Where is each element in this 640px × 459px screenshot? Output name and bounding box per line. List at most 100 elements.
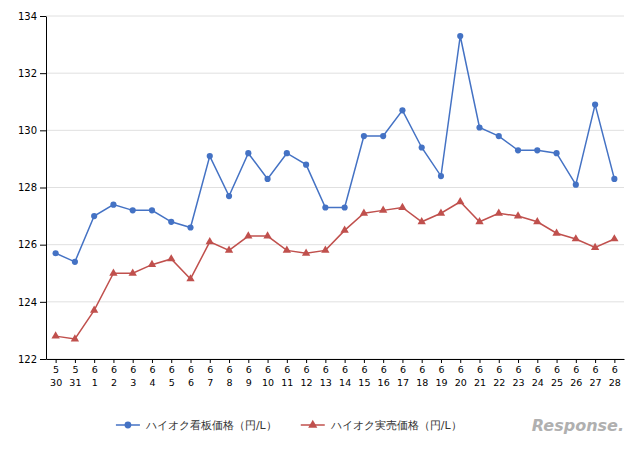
series-marker <box>437 208 445 215</box>
series-marker <box>552 228 560 235</box>
x-tick-mark <box>614 359 615 363</box>
series-marker <box>244 231 252 238</box>
x-tick-mark <box>537 359 538 363</box>
x-tick-label: 6 <box>361 364 367 375</box>
series-marker <box>109 268 117 275</box>
x-tick: 68 <box>227 359 233 388</box>
x-tick-label: 6 <box>130 364 136 375</box>
legend-swatch-marker <box>308 420 317 428</box>
y-tick-label: 124 <box>18 297 37 308</box>
series-marker <box>264 176 270 182</box>
x-tick-mark <box>325 359 326 363</box>
x-tick-label: 12 <box>301 377 313 388</box>
series-marker <box>226 193 232 199</box>
x-tick-mark <box>402 359 403 363</box>
x-tick-label: 6 <box>612 364 618 375</box>
legend-item: ハイオク実売価格（円/L） <box>301 419 462 432</box>
x-tick-label: 17 <box>397 377 409 388</box>
x-tick: 64 <box>149 359 155 388</box>
x-tick: 66 <box>188 359 194 388</box>
y-tick-mark <box>40 245 46 246</box>
series-marker <box>186 274 194 281</box>
x-tick-mark <box>499 359 500 363</box>
series-marker <box>380 133 386 139</box>
x-tick-label: 6 <box>188 377 194 388</box>
series-marker <box>91 213 97 219</box>
x-tick: 61 <box>92 359 98 388</box>
x-tick-mark <box>75 359 76 363</box>
x-tick: 610 <box>262 359 274 388</box>
plot-area: 1221241261281301321345305316162636465666… <box>18 11 625 435</box>
x-tick-label: 6 <box>342 364 348 375</box>
series-marker <box>168 219 174 225</box>
series-marker <box>322 204 328 210</box>
x-tick-label: 5 <box>53 364 59 375</box>
series-marker <box>515 147 521 153</box>
x-tick-mark <box>383 359 384 363</box>
grid-line <box>46 187 624 188</box>
x-tick: 625 <box>551 359 563 388</box>
x-tick-label: 6 <box>458 364 464 375</box>
x-tick: 63 <box>130 359 136 388</box>
x-tick: 67 <box>207 359 213 388</box>
x-tick-label: 6 <box>227 364 233 375</box>
x-tick-mark <box>518 359 519 363</box>
y-tick-label: 122 <box>18 354 37 365</box>
legend-item: ハイオク看板価格（円/L） <box>116 419 277 432</box>
series-marker <box>167 254 175 261</box>
series-marker <box>90 306 98 313</box>
x-tick-mark <box>441 359 442 363</box>
x-tick: 626 <box>570 359 582 388</box>
y-tick-label: 130 <box>18 125 37 136</box>
series-marker <box>457 33 463 39</box>
x-tick-label: 6 <box>246 364 252 375</box>
grid <box>46 16 624 359</box>
x-tick-label: 3 <box>130 377 136 388</box>
series-line <box>56 36 615 262</box>
series-marker <box>495 208 503 215</box>
x-tick-label: 30 <box>50 377 62 388</box>
x-tick: 624 <box>532 359 544 388</box>
series-marker <box>149 207 155 213</box>
series-marker <box>572 234 580 241</box>
x-tick-mark <box>287 359 288 363</box>
series-marker <box>475 217 483 224</box>
x-tick: 620 <box>455 359 467 388</box>
y-tick-label: 134 <box>18 11 37 22</box>
x-tick-label: 19 <box>435 377 447 388</box>
x-tick-label: 6 <box>265 364 271 375</box>
x-tick-label: 2 <box>111 377 117 388</box>
grid-line <box>46 73 624 74</box>
series-line <box>56 202 615 339</box>
x-tick-mark <box>345 359 346 363</box>
series-marker <box>206 237 214 244</box>
x-axis: 5305316162636465666768696106116126136146… <box>47 359 625 388</box>
x-tick-mark <box>364 359 365 363</box>
series-marker <box>476 124 482 130</box>
x-tick-mark <box>460 359 461 363</box>
x-tick-label: 6 <box>496 364 502 375</box>
x-tick-label: 18 <box>416 377 428 388</box>
series-marker <box>553 150 559 156</box>
legend-label: ハイオク実売価格（円/L） <box>330 419 462 432</box>
x-tick: 612 <box>301 359 313 388</box>
series-marker <box>591 243 599 250</box>
x-tick: 628 <box>609 359 621 388</box>
series-marker <box>456 197 464 204</box>
series-marker <box>263 231 271 238</box>
series-marker <box>302 248 310 255</box>
x-tick-label: 7 <box>207 377 213 388</box>
series-marker <box>496 133 502 139</box>
x-tick-label: 21 <box>474 377 486 388</box>
x-tick-label: 6 <box>111 364 117 375</box>
x-tick: 619 <box>435 359 447 388</box>
y-tick-mark <box>40 130 46 131</box>
x-tick-label: 6 <box>400 364 406 375</box>
grid-line <box>46 244 624 245</box>
y-tick-mark <box>40 73 46 74</box>
annotation: Response. <box>532 416 624 435</box>
x-tick-mark <box>210 359 211 363</box>
x-tick-label: 13 <box>320 377 332 388</box>
x-tick: 611 <box>281 359 293 388</box>
x-tick-label: 6 <box>92 364 98 375</box>
